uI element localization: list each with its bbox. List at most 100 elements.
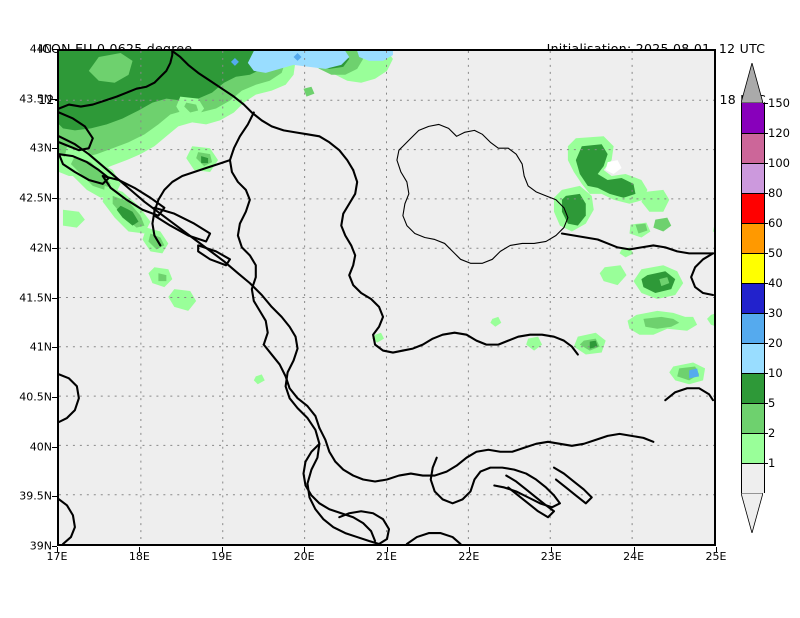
colorbar-band[interactable] <box>742 283 764 313</box>
colorbar-tick-label: 1 <box>768 456 776 470</box>
border-croatia-hungary <box>171 51 355 172</box>
lon-tick-mark <box>221 547 223 552</box>
coastline-adriatic-main <box>59 135 381 544</box>
precip-contour-20mm-b <box>357 51 393 61</box>
lat-tick-mark <box>52 496 57 498</box>
lon-tick-label: 17E <box>46 550 68 563</box>
coastline-italy-b <box>59 498 76 544</box>
lon-tick-label: 25E <box>705 550 727 563</box>
coastline-gulf <box>338 510 391 544</box>
border-greece-north <box>318 426 655 483</box>
colorbar-tick-mark <box>763 373 768 374</box>
colorbar-over-arrow <box>740 61 764 104</box>
coastline-thrace <box>664 387 714 402</box>
colorbar-band[interactable] <box>742 223 764 253</box>
colorbar-tick-label: 60 <box>768 216 783 230</box>
coastline-island-d <box>197 244 231 267</box>
colorbar-tick-mark <box>763 223 768 224</box>
map-geography <box>59 51 714 544</box>
lon-tick-mark <box>716 547 717 552</box>
colorbar-band[interactable] <box>742 463 764 493</box>
colorbar-tick-label: 120 <box>768 126 790 140</box>
colorbar-tick-mark <box>763 283 768 284</box>
colorbar-tick-label: 10 <box>768 366 783 380</box>
colorbar-tick-mark <box>763 253 768 254</box>
lon-tick-mark <box>386 547 388 552</box>
lat-tick-label: 40N <box>29 440 52 454</box>
lat-tick-mark <box>52 396 57 398</box>
map-plot-area[interactable] <box>57 49 716 546</box>
lat-tick-label: 41.5N <box>19 291 52 304</box>
lat-tick-mark <box>52 49 57 50</box>
colorbar-band[interactable] <box>742 193 764 223</box>
colorbar-tick-mark <box>763 193 768 194</box>
lon-tick-mark <box>633 547 635 552</box>
colorbar-band[interactable] <box>742 163 764 193</box>
lat-tick-label: 42.5N <box>19 191 52 205</box>
coastline-adriatic <box>59 111 94 152</box>
map-frame <box>57 49 716 546</box>
border-kosovo <box>396 123 569 264</box>
colorbar-tick-label: 40 <box>768 276 783 290</box>
border-macedonia-north <box>401 331 579 356</box>
colorbar-band[interactable] <box>742 403 764 433</box>
lat-tick-mark <box>52 446 57 448</box>
border-albania-east <box>262 343 321 429</box>
lat-tick-mark <box>52 98 57 100</box>
coastline-greece-west <box>302 442 377 543</box>
border-albania-montenegro <box>151 159 231 247</box>
colorbar-tick-label: 150 <box>768 96 790 110</box>
colorbar-band[interactable] <box>742 103 764 133</box>
coastline-chalkidiki <box>505 474 556 519</box>
colorbar[interactable] <box>741 103 765 493</box>
coastline-island-b <box>101 174 166 217</box>
border-serbia-bulgaria <box>560 232 714 255</box>
colorbar-band[interactable] <box>742 133 764 163</box>
lat-tick-mark <box>52 198 57 200</box>
lon-tick-mark <box>304 547 306 552</box>
precip-interior-cells <box>176 96 219 173</box>
colorbar-tick-label: 80 <box>768 186 783 200</box>
colorbar-tick-label: 5 <box>768 396 776 410</box>
coastline-danube <box>690 252 714 297</box>
lat-tick-label: 43.5N <box>19 92 52 106</box>
lat-tick-label: 43N <box>29 141 52 155</box>
lon-tick-mark <box>551 547 553 552</box>
coastline-aegean <box>429 456 561 509</box>
colorbar-band[interactable] <box>742 313 764 343</box>
lat-tick-label: 42N <box>29 241 52 255</box>
lat-tick-mark <box>52 247 57 249</box>
colorbar-tick-mark <box>763 403 768 404</box>
colorbar-band[interactable] <box>742 253 764 283</box>
border-montenegro-serbia <box>228 111 269 346</box>
colorbar-tick-label: 2 <box>768 426 776 440</box>
lat-tick-label: 39.5N <box>19 489 52 503</box>
lon-tick-mark <box>139 547 141 552</box>
colorbar-tick-mark <box>763 463 768 464</box>
colorbar-tick-label: 100 <box>768 156 790 170</box>
colorbar-tick-label: 20 <box>768 336 783 350</box>
colorbar-band[interactable] <box>742 433 764 463</box>
colorbar-band[interactable] <box>742 373 764 403</box>
colorbar-band[interactable] <box>742 343 764 373</box>
coastline-italy <box>59 373 80 424</box>
lon-tick-label: 24E <box>623 550 645 563</box>
lat-tick-label: 41N <box>29 340 52 354</box>
lon-tick-label: 20E <box>293 550 315 563</box>
lat-tick-label: 40.5N <box>19 390 52 404</box>
lat-tick-mark <box>52 546 57 547</box>
colorbar-tick-label: 50 <box>768 246 783 260</box>
precipitation-field <box>59 51 714 385</box>
colorbar-tick-mark <box>763 313 768 314</box>
colorbar-tick-mark <box>763 103 768 104</box>
lon-tick-mark <box>57 547 58 552</box>
precip-notch-a <box>88 52 133 83</box>
colorbar-tick-label: 30 <box>768 306 783 320</box>
colorbar-tick-mark <box>763 433 768 434</box>
lat-tick-label: 44N <box>29 42 52 56</box>
precipitation-map <box>59 51 714 544</box>
coastline-island-c <box>153 206 212 243</box>
precip-east-bulgaria <box>553 136 670 232</box>
lon-tick-label: 19E <box>211 550 233 563</box>
lon-tick-label: 21E <box>376 550 397 563</box>
